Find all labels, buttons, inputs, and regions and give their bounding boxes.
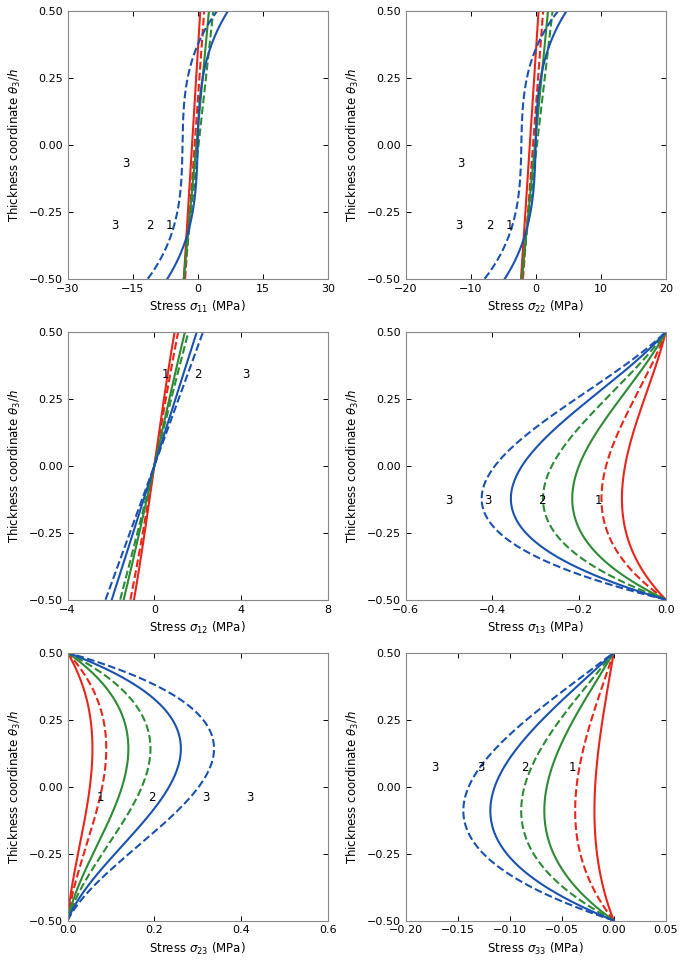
Y-axis label: Thickness coordinate $\theta_3/h$: Thickness coordinate $\theta_3/h$ [7, 388, 23, 543]
Text: 3: 3 [246, 790, 253, 804]
Text: 3: 3 [457, 157, 464, 170]
X-axis label: Stress $\sigma_{12}$ (MPa): Stress $\sigma_{12}$ (MPa) [149, 620, 246, 636]
Text: 2: 2 [149, 790, 156, 804]
Y-axis label: Thickness coordinate $\theta_3/h$: Thickness coordinate $\theta_3/h$ [7, 68, 23, 222]
Y-axis label: Thickness coordinate $\theta_3/h$: Thickness coordinate $\theta_3/h$ [345, 710, 361, 864]
X-axis label: Stress $\sigma_{23}$ (MPa): Stress $\sigma_{23}$ (MPa) [149, 941, 246, 957]
Text: 1: 1 [162, 368, 169, 381]
Text: 1: 1 [97, 790, 104, 804]
Y-axis label: Thickness coordinate $\theta_3/h$: Thickness coordinate $\theta_3/h$ [345, 388, 361, 543]
X-axis label: Stress $\sigma_{22}$ (MPa): Stress $\sigma_{22}$ (MPa) [487, 299, 584, 315]
Text: 3: 3 [123, 157, 130, 170]
Text: 3: 3 [484, 495, 492, 507]
Text: 2: 2 [146, 219, 153, 231]
Text: 3: 3 [477, 762, 484, 774]
Text: 3: 3 [431, 762, 438, 774]
Text: 1: 1 [595, 495, 602, 507]
Text: 3: 3 [112, 219, 119, 231]
Text: 2: 2 [538, 495, 546, 507]
Text: 3: 3 [242, 368, 249, 381]
Text: 1: 1 [166, 219, 173, 231]
Text: 1: 1 [506, 219, 513, 231]
X-axis label: Stress $\sigma_{13}$ (MPa): Stress $\sigma_{13}$ (MPa) [487, 620, 584, 636]
Y-axis label: Thickness coordinate $\theta_3/h$: Thickness coordinate $\theta_3/h$ [7, 710, 23, 864]
X-axis label: Stress $\sigma_{11}$ (MPa): Stress $\sigma_{11}$ (MPa) [149, 299, 246, 315]
Text: 2: 2 [194, 368, 201, 381]
Y-axis label: Thickness coordinate $\theta_3/h$: Thickness coordinate $\theta_3/h$ [345, 68, 361, 222]
Text: 3: 3 [456, 219, 462, 231]
Text: 3: 3 [445, 495, 453, 507]
Text: 1: 1 [569, 762, 576, 774]
X-axis label: Stress $\sigma_{33}$ (MPa): Stress $\sigma_{33}$ (MPa) [487, 941, 584, 957]
Text: 3: 3 [203, 790, 210, 804]
Text: 2: 2 [521, 762, 529, 774]
Text: 2: 2 [486, 219, 494, 231]
